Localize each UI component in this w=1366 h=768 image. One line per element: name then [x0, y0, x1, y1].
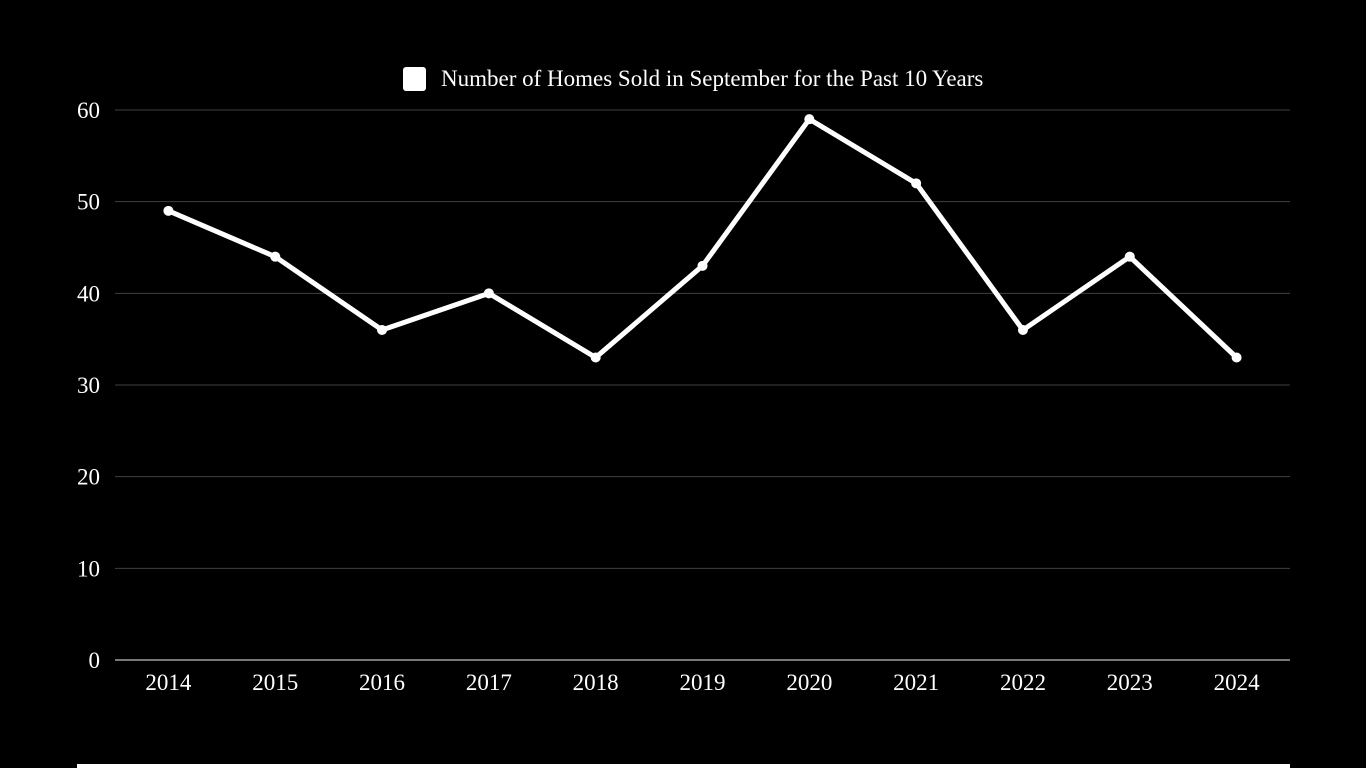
data-point-2018[interactable] [590, 352, 601, 363]
data-point-2023[interactable] [1124, 251, 1135, 262]
data-point-2022[interactable] [1017, 325, 1028, 335]
y-tick-label: 10 [77, 556, 100, 581]
x-tick-label: 2023 [1107, 670, 1153, 695]
series-line [165, 116, 1240, 360]
data-point-2017[interactable] [483, 288, 494, 299]
y-tick-label: 50 [77, 190, 100, 215]
x-tick-label: 2021 [893, 670, 939, 695]
y-tick-label: 0 [89, 648, 101, 673]
data-point-2024[interactable] [1231, 352, 1242, 363]
x-tick-label: 2024 [1214, 670, 1261, 695]
data-point-2014[interactable] [163, 205, 174, 216]
x-tick-label: 2019 [680, 670, 726, 695]
legend-label: Number of Homes Sold in September for th… [441, 66, 984, 91]
x-tick-label: 2015 [252, 670, 298, 695]
x-tick-label: 2016 [359, 670, 405, 695]
chart-legend[interactable]: Number of Homes Sold in September for th… [403, 65, 983, 93]
x-tick-label: 2014 [145, 670, 192, 695]
y-tick-label: 30 [77, 373, 100, 398]
y-tick-label: 20 [77, 465, 100, 490]
y-tick-label: 60 [77, 98, 100, 123]
legend-swatch-icon [403, 67, 426, 91]
bottom-white-strip [77, 764, 1290, 768]
x-tick-label: 2017 [466, 670, 512, 695]
x-tick-label: 2018 [573, 670, 619, 695]
x-tick-label: 2020 [786, 670, 832, 695]
data-point-2020[interactable] [804, 114, 815, 125]
data-point-2015[interactable] [270, 251, 281, 262]
data-point-2019[interactable] [697, 260, 708, 271]
data-point-2016[interactable] [377, 325, 388, 335]
y-tick-label: 40 [77, 281, 100, 306]
data-point-2021[interactable] [911, 178, 922, 189]
x-tick-label: 2022 [1000, 670, 1046, 695]
